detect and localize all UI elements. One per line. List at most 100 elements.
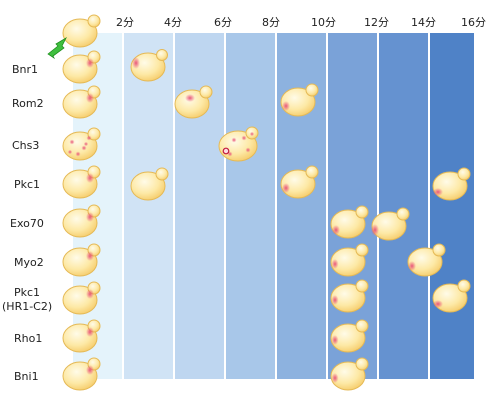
mother-cell bbox=[130, 171, 166, 201]
cell-exo70-10min bbox=[330, 205, 369, 239]
localization-mark bbox=[231, 137, 237, 143]
band-6min bbox=[175, 33, 224, 379]
row-label-myo2: Myo2 bbox=[14, 256, 44, 269]
localization-mark bbox=[371, 224, 379, 236]
bud bbox=[155, 167, 169, 181]
localization-mark bbox=[86, 365, 94, 375]
cell-bnr1-2min bbox=[130, 49, 168, 82]
bud bbox=[156, 49, 168, 61]
band-4min bbox=[124, 33, 173, 379]
mother-cell bbox=[330, 247, 366, 277]
localization-mark bbox=[69, 139, 75, 145]
time-label-2min: 2分 bbox=[116, 16, 134, 29]
bud bbox=[87, 14, 101, 28]
ref-cell-exo70 bbox=[62, 204, 101, 238]
bud bbox=[355, 279, 369, 293]
row-label-chs3: Chs3 bbox=[12, 139, 39, 152]
row-label-pkc1-hr1c2-sub: (HR1-C2) bbox=[2, 300, 52, 313]
ring-mark bbox=[222, 147, 230, 155]
mother-cell bbox=[407, 247, 443, 277]
row-label-bnr1: Bnr1 bbox=[12, 63, 38, 76]
mother-cell bbox=[330, 361, 366, 391]
localization-mark bbox=[86, 251, 94, 261]
time-label-12min: 12分 bbox=[364, 16, 389, 29]
localization-mark bbox=[332, 225, 340, 235]
cell-myo2-14min bbox=[407, 243, 446, 277]
mother-cell bbox=[371, 211, 407, 241]
localization-mark bbox=[331, 295, 339, 305]
localization-mark bbox=[86, 135, 92, 141]
cell-rom2-4min bbox=[174, 85, 213, 119]
bud bbox=[457, 279, 471, 293]
localization-mark bbox=[245, 147, 251, 153]
localization-mark bbox=[241, 135, 247, 141]
row-label-bni1: Bni1 bbox=[14, 370, 39, 383]
localization-mark bbox=[282, 101, 290, 111]
localization-mark bbox=[249, 131, 255, 137]
row-labels: Bnr1 Rom2 Chs3 Pkc1 Exo70 Myo2 Pkc1 (HR1… bbox=[2, 63, 52, 383]
bud bbox=[355, 205, 369, 219]
cell-myo2-10min bbox=[330, 243, 369, 277]
band-12min bbox=[328, 33, 377, 379]
bud bbox=[305, 165, 319, 179]
cell-rom2-10min bbox=[280, 83, 319, 117]
mother-cell bbox=[62, 18, 98, 48]
ref-cell-bnr1 bbox=[62, 50, 101, 84]
time-label-8min: 8分 bbox=[262, 16, 280, 29]
localization-mark bbox=[86, 93, 94, 103]
mother-cell bbox=[174, 89, 210, 119]
bud bbox=[355, 357, 369, 371]
cell-pkc1-10min bbox=[280, 165, 319, 199]
cell-pkc1hr1c2-10min bbox=[330, 279, 369, 313]
localization-mark bbox=[86, 289, 94, 299]
cell-bni1-10min bbox=[330, 357, 369, 391]
cell-pkc1-16min bbox=[432, 167, 471, 201]
bud bbox=[457, 167, 471, 181]
row-label-exo70: Exo70 bbox=[10, 217, 44, 230]
band-10min bbox=[277, 33, 326, 379]
lightning-arrow-icon bbox=[47, 36, 67, 60]
localization-mark bbox=[433, 188, 443, 196]
ref-cell-pkc1-hr1c2 bbox=[62, 281, 101, 315]
bud bbox=[199, 85, 213, 99]
ref-cell-myo2 bbox=[62, 243, 101, 277]
localization-mark bbox=[331, 335, 339, 345]
time-label-14min: 14分 bbox=[411, 16, 436, 29]
localization-mark bbox=[86, 58, 94, 68]
mother-cell bbox=[330, 323, 366, 353]
cell-pkc1-2min bbox=[130, 167, 169, 201]
bud bbox=[396, 207, 410, 221]
localization-mark bbox=[86, 327, 94, 337]
time-label-10min: 10分 bbox=[311, 16, 336, 29]
localization-mark bbox=[331, 373, 339, 383]
ref-cell-rom2 bbox=[62, 85, 101, 119]
bud bbox=[355, 319, 369, 333]
ref-cell-pkc1 bbox=[62, 165, 101, 199]
band-16min bbox=[430, 33, 474, 379]
localization-mark bbox=[282, 183, 290, 193]
row-label-rho1: Rho1 bbox=[14, 332, 42, 345]
row-label-rom2: Rom2 bbox=[12, 97, 44, 110]
time-axis: 2分 4分 6分 8分 10分 12分 14分 16分 bbox=[116, 16, 486, 29]
localization-mark bbox=[86, 212, 94, 222]
time-label-16min: 16分 bbox=[461, 16, 486, 29]
localization-mark bbox=[331, 259, 339, 269]
time-label-4min: 4分 bbox=[164, 16, 182, 29]
row-label-pkc1-hr1c2: Pkc1 bbox=[14, 286, 40, 299]
localization-mark bbox=[185, 94, 195, 102]
mother-cell bbox=[330, 283, 366, 313]
cells bbox=[62, 14, 471, 391]
cell-pkc1hr1c2-16min bbox=[432, 279, 471, 313]
time-label-6min: 6分 bbox=[214, 16, 232, 29]
ref-cell-chs3 bbox=[62, 127, 101, 161]
cell-exo70-12min bbox=[371, 207, 410, 241]
mother-cell bbox=[280, 169, 316, 199]
band-8min bbox=[226, 33, 275, 379]
cell-chs3-6min bbox=[218, 126, 259, 162]
localization-mark bbox=[86, 173, 94, 183]
ref-cell-bni1 bbox=[62, 357, 101, 391]
localization-mark bbox=[408, 261, 416, 271]
mother-cell bbox=[280, 87, 316, 117]
localization-mark bbox=[83, 141, 89, 147]
localization-mark bbox=[81, 145, 87, 151]
